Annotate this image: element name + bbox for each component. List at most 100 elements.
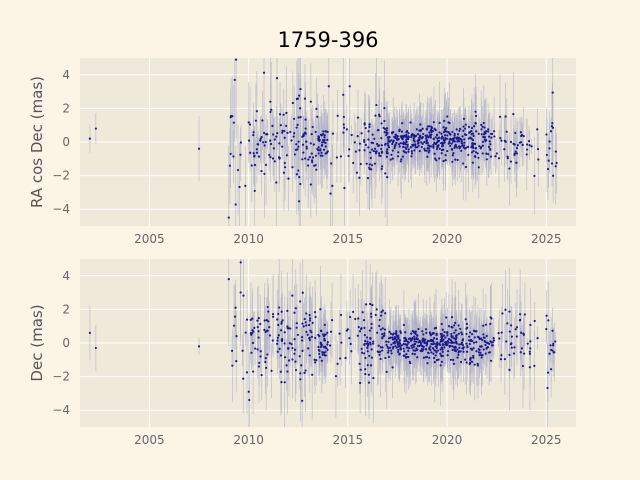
- data-point: [488, 140, 491, 143]
- data-point: [440, 360, 444, 363]
- data-point: [239, 141, 243, 144]
- data-point: [324, 333, 327, 336]
- x-tick-label: 2015: [333, 433, 364, 447]
- data-point: [385, 343, 388, 346]
- data-point: [319, 308, 322, 311]
- data-point: [491, 132, 494, 136]
- data-point: [495, 152, 498, 155]
- data-point: [306, 333, 309, 336]
- data-point: [363, 123, 366, 126]
- data-point: [311, 156, 315, 159]
- data-point: [554, 165, 557, 168]
- data-point: [421, 142, 424, 145]
- data-point: [446, 340, 449, 343]
- data-point: [514, 150, 517, 153]
- data-point: [473, 363, 476, 366]
- data-point: [336, 114, 339, 117]
- data-point: [477, 166, 480, 169]
- data-point: [289, 130, 292, 134]
- data-point: [232, 155, 235, 158]
- data-point: [260, 373, 263, 377]
- data-point: [395, 330, 398, 333]
- data-point: [446, 134, 449, 137]
- data-point: [458, 343, 461, 346]
- data-point: [335, 156, 338, 159]
- data-point: [410, 344, 413, 347]
- data-point: [368, 166, 371, 169]
- data-point: [427, 136, 430, 139]
- data-point: [251, 317, 254, 320]
- data-point: [406, 143, 409, 146]
- data-point: [480, 133, 483, 136]
- data-point: [384, 312, 387, 315]
- data-point: [297, 116, 300, 119]
- data-point: [503, 139, 506, 142]
- data-point: [471, 132, 475, 135]
- data-point: [301, 336, 304, 339]
- data-point: [308, 317, 312, 320]
- data-point: [383, 130, 386, 134]
- data-point: [481, 144, 484, 147]
- data-point: [420, 141, 423, 144]
- data-point: [346, 328, 349, 331]
- data-point: [275, 77, 279, 80]
- data-point: [260, 136, 263, 139]
- data-point: [285, 124, 288, 127]
- data-point: [483, 136, 486, 139]
- data-point: [312, 143, 315, 146]
- data-point: [295, 97, 298, 101]
- data-point: [377, 344, 380, 347]
- data-point: [453, 331, 456, 334]
- data-point: [293, 117, 296, 120]
- data-point: [508, 368, 511, 371]
- data-point: [420, 145, 423, 149]
- data-point: [413, 335, 416, 338]
- data-point: [232, 121, 235, 124]
- data-point: [381, 332, 384, 336]
- data-point: [450, 332, 453, 336]
- data-point: [257, 317, 260, 320]
- data-point: [402, 145, 405, 148]
- data-point: [379, 154, 382, 158]
- data-point: [370, 322, 373, 326]
- data-point: [438, 147, 441, 150]
- data-point: [366, 177, 370, 180]
- data-point: [513, 153, 516, 157]
- data-point: [273, 160, 276, 163]
- data-point: [339, 155, 342, 158]
- data-point: [380, 151, 384, 154]
- data-point: [239, 261, 242, 264]
- data-point: [457, 137, 460, 140]
- data-point: [393, 335, 397, 339]
- data-point: [427, 351, 430, 354]
- data-point: [404, 135, 408, 138]
- data-point: [285, 154, 289, 157]
- data-point: [410, 150, 413, 153]
- data-point: [452, 362, 455, 365]
- data-point: [509, 160, 513, 163]
- data-point: [271, 313, 275, 316]
- data-point: [459, 327, 462, 330]
- data-point: [552, 174, 555, 177]
- data-point: [317, 146, 320, 149]
- data-point: [464, 358, 467, 361]
- data-point: [249, 318, 252, 321]
- data-point: [320, 134, 323, 137]
- data-point: [309, 100, 312, 103]
- data-point: [444, 159, 447, 162]
- data-point: [256, 325, 259, 329]
- data-point: [485, 347, 488, 350]
- data-point: [433, 361, 436, 364]
- data-point: [426, 134, 429, 137]
- data-point: [321, 353, 324, 356]
- data-point: [385, 134, 388, 137]
- data-point: [415, 334, 419, 337]
- data-point: [515, 326, 519, 329]
- data-point: [434, 354, 437, 357]
- data-point: [545, 327, 548, 331]
- data-point: [474, 142, 477, 146]
- data-point: [326, 341, 329, 344]
- data-point: [395, 338, 398, 342]
- data-point: [492, 339, 496, 342]
